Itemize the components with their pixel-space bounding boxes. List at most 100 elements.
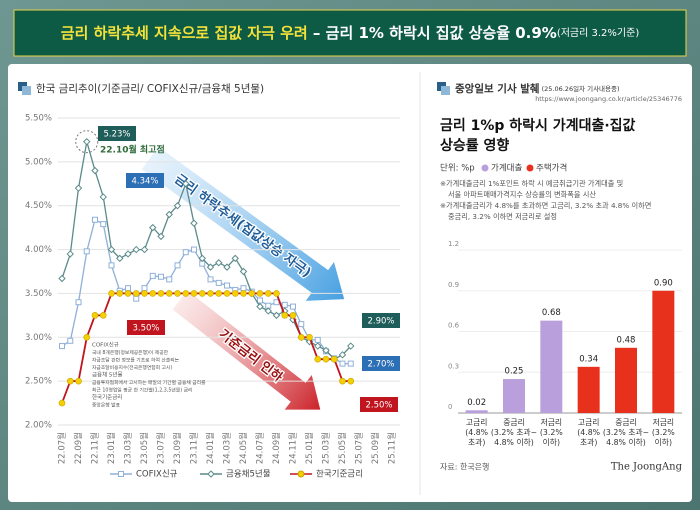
x-tick-label: 초과) (468, 438, 485, 447)
point (206, 263, 215, 271)
point (322, 346, 330, 355)
x-tick-label: 이하) (543, 437, 560, 447)
point (108, 262, 115, 269)
point (224, 282, 230, 289)
y-tick-label: 0.3 (448, 362, 459, 370)
y-tick-label: 4.00% (25, 245, 52, 255)
point (240, 285, 247, 292)
point (347, 342, 355, 350)
x-tick-label: 22.11월 (90, 432, 101, 464)
point (124, 290, 132, 297)
legend-marker (207, 470, 215, 478)
legend-label: 금융채5년물 (226, 469, 271, 480)
point (298, 321, 305, 328)
bar (503, 379, 525, 413)
point (190, 219, 198, 227)
y-tick-label: 4.50% (25, 201, 52, 211)
point (272, 311, 281, 320)
point (66, 250, 74, 258)
point (215, 290, 223, 297)
point (314, 355, 322, 363)
annotation-box (360, 397, 398, 412)
point (207, 290, 214, 297)
value-label: 0.48 (617, 335, 636, 345)
x-tick-label: 고금리 (578, 418, 600, 427)
source: 자료: 한국은행 (440, 462, 489, 472)
point (99, 312, 107, 319)
point (264, 307, 272, 315)
point (149, 223, 157, 232)
point (83, 248, 90, 255)
point (67, 337, 74, 344)
x-tick-label: 23.11월 (189, 432, 200, 464)
point (264, 290, 272, 297)
annotation-label: 3.50% (132, 324, 159, 334)
point (281, 312, 289, 319)
point (149, 290, 157, 297)
annotation-label: 5.23% (103, 130, 130, 140)
note-line: COFIX신규 (92, 341, 119, 349)
url: https://www.joongang.co.kr/article/25346… (535, 95, 682, 103)
x-tick-label: (3.2% 초과~ (491, 428, 537, 437)
point (165, 290, 173, 297)
point (330, 355, 338, 363)
x-tick-label: 25.01월 (304, 432, 315, 464)
point (231, 290, 239, 297)
point (207, 276, 214, 283)
note: 서울 아파트매매가격지수 상승률의 변화폭을 시산 (448, 190, 596, 199)
x-tick-label: 이하) (655, 437, 672, 447)
point (273, 290, 280, 297)
y-tick-label: 2.00% (25, 421, 52, 431)
note-line: 중앙은행 발표 (92, 402, 121, 409)
point (223, 290, 231, 297)
point (314, 342, 322, 350)
x-tick-label: 24.11월 (288, 432, 299, 464)
point (314, 336, 321, 343)
point (66, 377, 74, 385)
bar (577, 366, 600, 413)
unit: 단위: %p (440, 163, 475, 174)
legend-label: 한국기준금리 (316, 470, 363, 480)
point (256, 290, 264, 297)
annotation-label: 2.90% (367, 317, 394, 327)
x-tick-label: (3.2% (652, 428, 675, 437)
point (191, 246, 197, 253)
note-line: 최근 10영업일 평균 한 기간별(1,2,3,5년물) 금리 (92, 387, 192, 394)
x-tick-label: 24.03월 (222, 432, 233, 464)
note: ※가계대출금리가 4.8%를 초과하면 고금리, 3.2% 초과 4.8% 이하… (440, 201, 651, 210)
note-line: 국내 8개은행(정보제공은행)이 제공한 (92, 349, 169, 356)
x-tick-label: 23.05월 (139, 432, 150, 464)
title-sub: – 금리 1% 하락시 집값 상승율 0.9% (308, 24, 557, 42)
section-title: 중앙일보 기사 발췌 (25.06.26일자 기사내용중) (455, 82, 620, 95)
x-tick-label: 24.07월 (255, 432, 266, 464)
y-tick-label: 0 (448, 403, 452, 411)
point (215, 259, 223, 267)
x-tick-label: 4.8% 이하) (494, 437, 534, 447)
point (231, 254, 239, 263)
point (75, 299, 82, 306)
bar-title: 상승률 영향 (440, 137, 509, 154)
bar (540, 320, 563, 413)
y-tick-label: 3.00% (25, 333, 52, 343)
bar-title: 금리 1%p 하락시 가계대출·집값 (440, 117, 636, 134)
point (141, 290, 148, 297)
point (198, 290, 206, 297)
point (347, 377, 355, 385)
point (338, 351, 347, 359)
point (74, 184, 83, 192)
point (140, 245, 149, 254)
point (182, 290, 190, 297)
y-tick-label: 5.50% (25, 114, 52, 124)
x-tick-label: 24.05월 (238, 432, 249, 464)
legend-marker (526, 164, 534, 172)
x-tick-label: 22.09월 (73, 432, 84, 464)
point (190, 290, 198, 297)
annotation-box (127, 320, 165, 335)
point (173, 202, 182, 210)
legend-label: COFIX신규 (136, 470, 178, 480)
value-label: 0.25 (505, 367, 524, 377)
value-label: 0.34 (579, 354, 598, 364)
peak-label: 22.10월 최고점 (100, 144, 165, 156)
x-tick-label: 23.01월 (106, 432, 117, 464)
